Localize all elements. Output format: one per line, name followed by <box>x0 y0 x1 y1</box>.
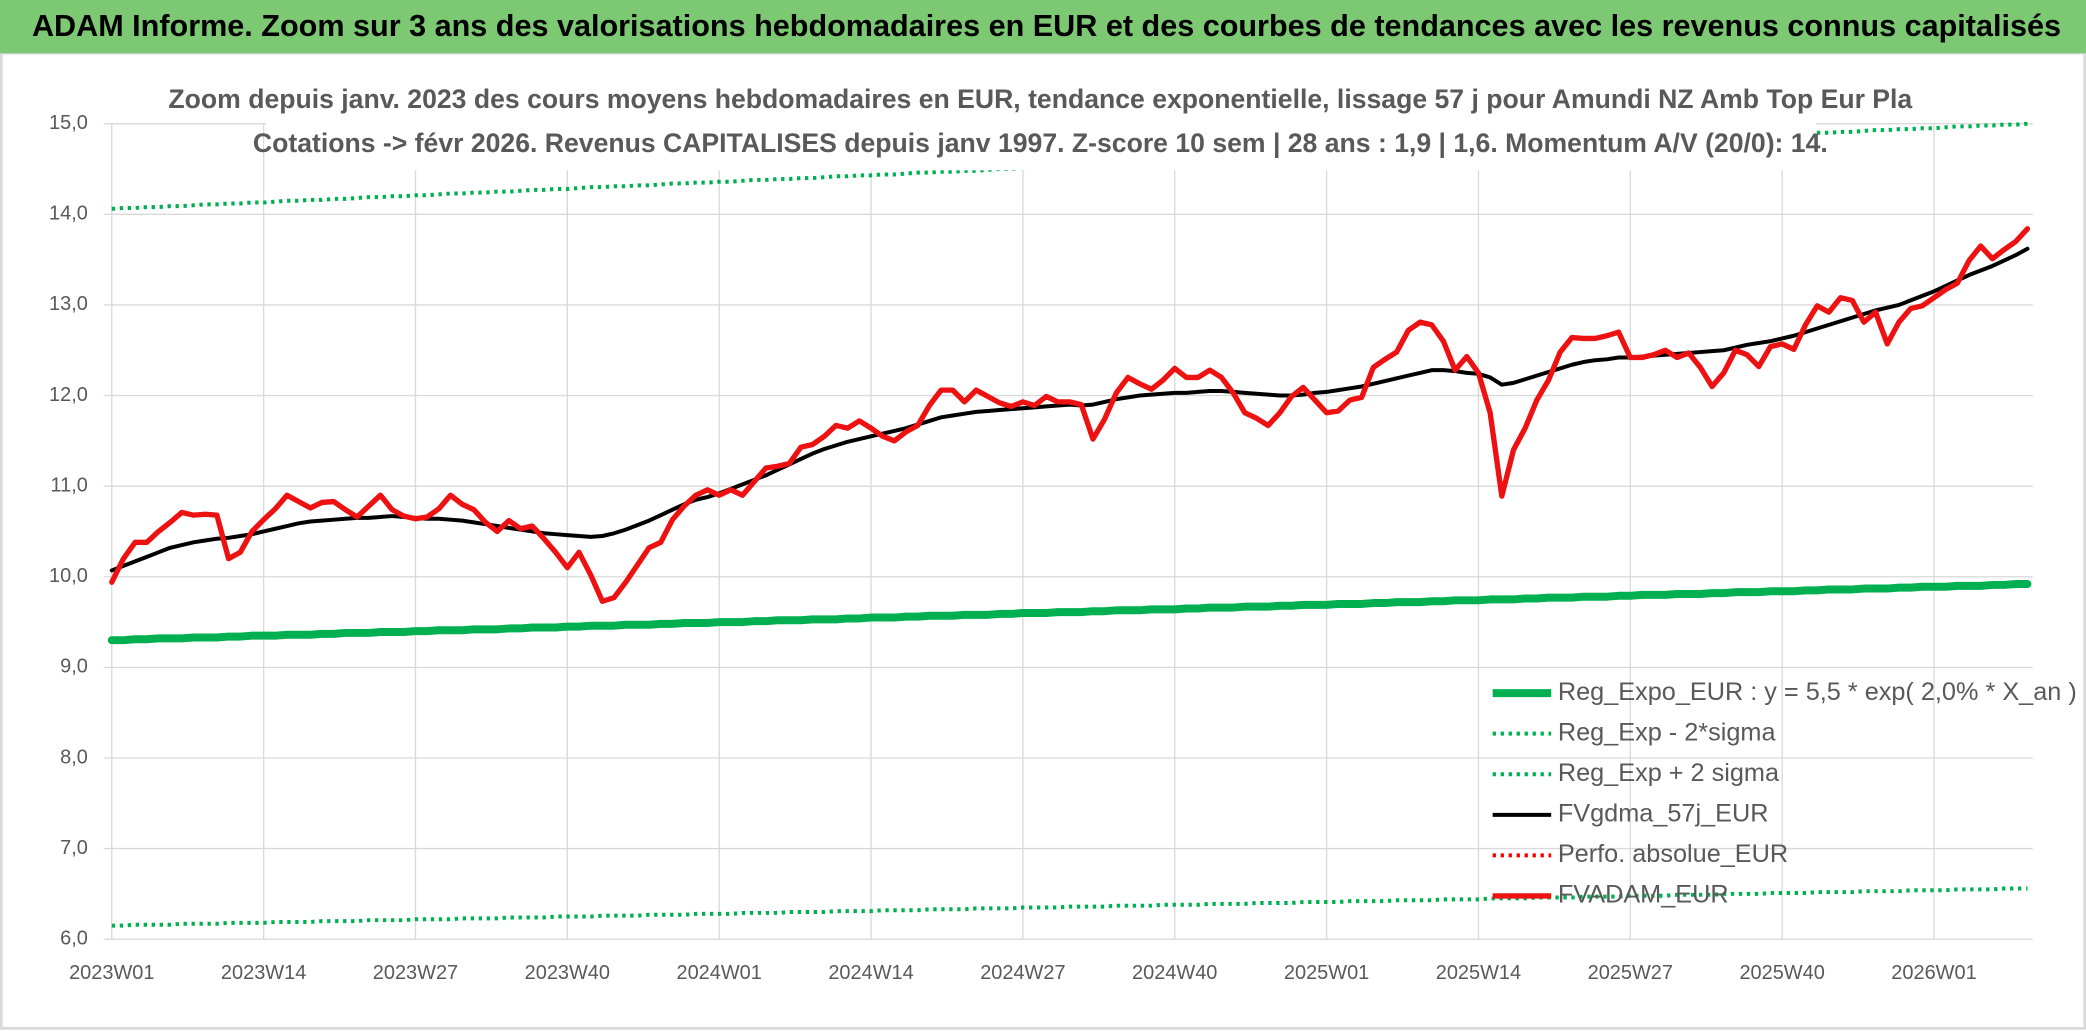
y-tick-label: 13,0 <box>49 293 88 315</box>
x-tick-label: 2026W01 <box>1891 962 1976 984</box>
x-tick-label: 2024W01 <box>677 962 762 984</box>
x-tick-label: 2025W27 <box>1588 962 1673 984</box>
series-line <box>111 886 2028 928</box>
subtitle-backdrop <box>266 77 1816 171</box>
subtitle-line: Zoom depuis janv. 2023 des cours moyens … <box>168 84 1912 114</box>
y-tick-label: 12,0 <box>49 384 88 406</box>
x-tick-label: 2024W27 <box>980 962 1065 984</box>
legend: Reg_Expo_EUR : y = 5,5 * exp( 2,0% * X_a… <box>1492 678 2077 909</box>
legend-label: Reg_Expo_EUR : y = 5,5 * exp( 2,0% * X_a… <box>1558 678 2077 706</box>
legend-label: Reg_Exp + 2 sigma <box>1558 759 1780 787</box>
x-tick-label: 2025W40 <box>1739 962 1824 984</box>
subtitle-line: Cotations -> févr 2026. Revenus CAPITALI… <box>253 128 1828 158</box>
y-tick-label: 8,0 <box>60 746 88 768</box>
y-tick-label: 6,0 <box>60 927 88 949</box>
x-tick-label: 2025W14 <box>1436 962 1521 984</box>
x-tick-label: 2023W27 <box>373 962 458 984</box>
y-tick-label: 11,0 <box>51 474 88 496</box>
legend-label: Perfo. absolue_EUR <box>1558 840 1788 868</box>
legend-label: FVgdma_57j_EUR <box>1558 799 1769 827</box>
y-tick-label: 10,0 <box>49 565 88 587</box>
series-line <box>107 580 2032 645</box>
x-tick-label: 2024W14 <box>828 962 913 984</box>
x-tick-label: 2025W01 <box>1284 962 1369 984</box>
x-tick-label: 2023W40 <box>525 962 610 984</box>
x-tick-label: 2024W40 <box>1132 962 1217 984</box>
y-tick-label: 7,0 <box>60 837 88 859</box>
y-tick-label: 9,0 <box>60 656 88 678</box>
y-tick-label: 15,0 <box>49 112 88 134</box>
series-line <box>109 226 2031 604</box>
legend-label: Reg_Exp - 2*sigma <box>1558 718 1777 746</box>
chart-title: ADAM Informe. Zoom sur 3 ans des valoris… <box>32 9 2061 43</box>
x-tick-label: 2023W14 <box>221 962 306 984</box>
x-tick-label: 2023W01 <box>69 962 154 984</box>
grid: 6,0 7,0 8,0 9,0 10,0 11,0 12,0 13,0 14,0 15,0 2023… <box>49 112 2033 984</box>
y-tick-label: 14,0 <box>49 203 88 225</box>
header-bar <box>0 0 2086 54</box>
legend-label: FVADAM_EUR <box>1558 881 1729 909</box>
